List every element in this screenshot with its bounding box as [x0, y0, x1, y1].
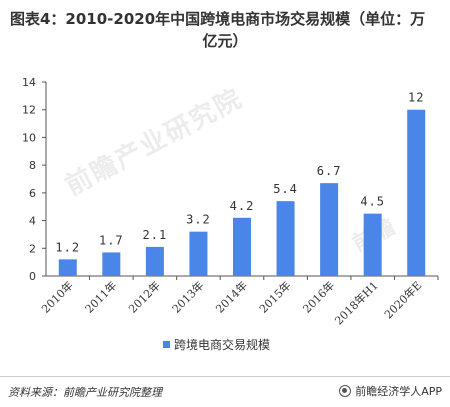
- legend-label: 跨境电商交易规模: [174, 337, 270, 352]
- bar: [58, 259, 77, 276]
- bar: [276, 201, 295, 276]
- brand-name: 前瞻经济学人APP: [355, 385, 442, 398]
- data-label: 2.1: [143, 228, 168, 242]
- bar-chart: 0 2 4 6 8 10 12 14 1.2 2010年 1.7 2011年 2.1 2012年 3.2 20…: [22, 76, 439, 352]
- y-tick-label: 12: [22, 104, 36, 117]
- brand: 前瞻经济学人APP: [339, 383, 442, 399]
- chart-title-line2: 亿元）: [202, 32, 248, 50]
- bar: [363, 213, 382, 276]
- chart-title: 图表4：2010-2020年中国跨境电商市场交易规模（单位：万 亿元）: [10, 8, 440, 52]
- data-label: 1.2: [55, 240, 80, 254]
- data-label: 3.2: [186, 213, 211, 227]
- bar: [102, 252, 121, 276]
- legend-swatch: [163, 341, 170, 348]
- y-tick-label: 10: [22, 131, 36, 144]
- x-tick-label: 2010年: [38, 278, 75, 315]
- bar: [407, 109, 426, 276]
- x-tick-label: 2011年: [82, 278, 119, 315]
- x-tick-label: 2015年: [256, 278, 293, 315]
- source-note: 资料来源：前瞻产业研究院整理: [8, 386, 162, 399]
- y-tick-label: 0: [29, 270, 36, 283]
- y-tick-label: 8: [29, 159, 36, 172]
- x-tick-label: 2014年: [213, 278, 250, 315]
- brand-logo-icon: [339, 385, 352, 397]
- x-tick-label: 2012年: [126, 278, 163, 315]
- y-tick-label: 14: [22, 76, 36, 89]
- y-tick-label: 2: [29, 242, 36, 255]
- y-tick-label: 4: [29, 215, 36, 228]
- chart-title-line1: 图表4：2010-2020年中国跨境电商市场交易规模（单位：万: [10, 10, 426, 28]
- x-tick-label: 2013年: [169, 278, 206, 315]
- bar: [145, 246, 164, 276]
- x-tick-label: 2018年H1: [332, 278, 381, 327]
- data-label: 6.7: [317, 164, 342, 178]
- y-tick-label: 6: [29, 187, 36, 200]
- x-tick-label: 2016年: [300, 278, 337, 315]
- data-label: 5.4: [273, 182, 298, 196]
- data-label: 4.2: [230, 199, 255, 213]
- bar: [320, 183, 339, 276]
- x-tick-label: 2020年E: [381, 278, 424, 321]
- footer: 资料来源：前瞻产业研究院整理 前瞻经济学人APP: [0, 376, 450, 407]
- bar: [189, 231, 208, 276]
- data-label: 4.5: [360, 195, 385, 209]
- data-label: 1.7: [99, 233, 124, 247]
- bar: [233, 217, 251, 276]
- data-label: 12: [408, 91, 424, 105]
